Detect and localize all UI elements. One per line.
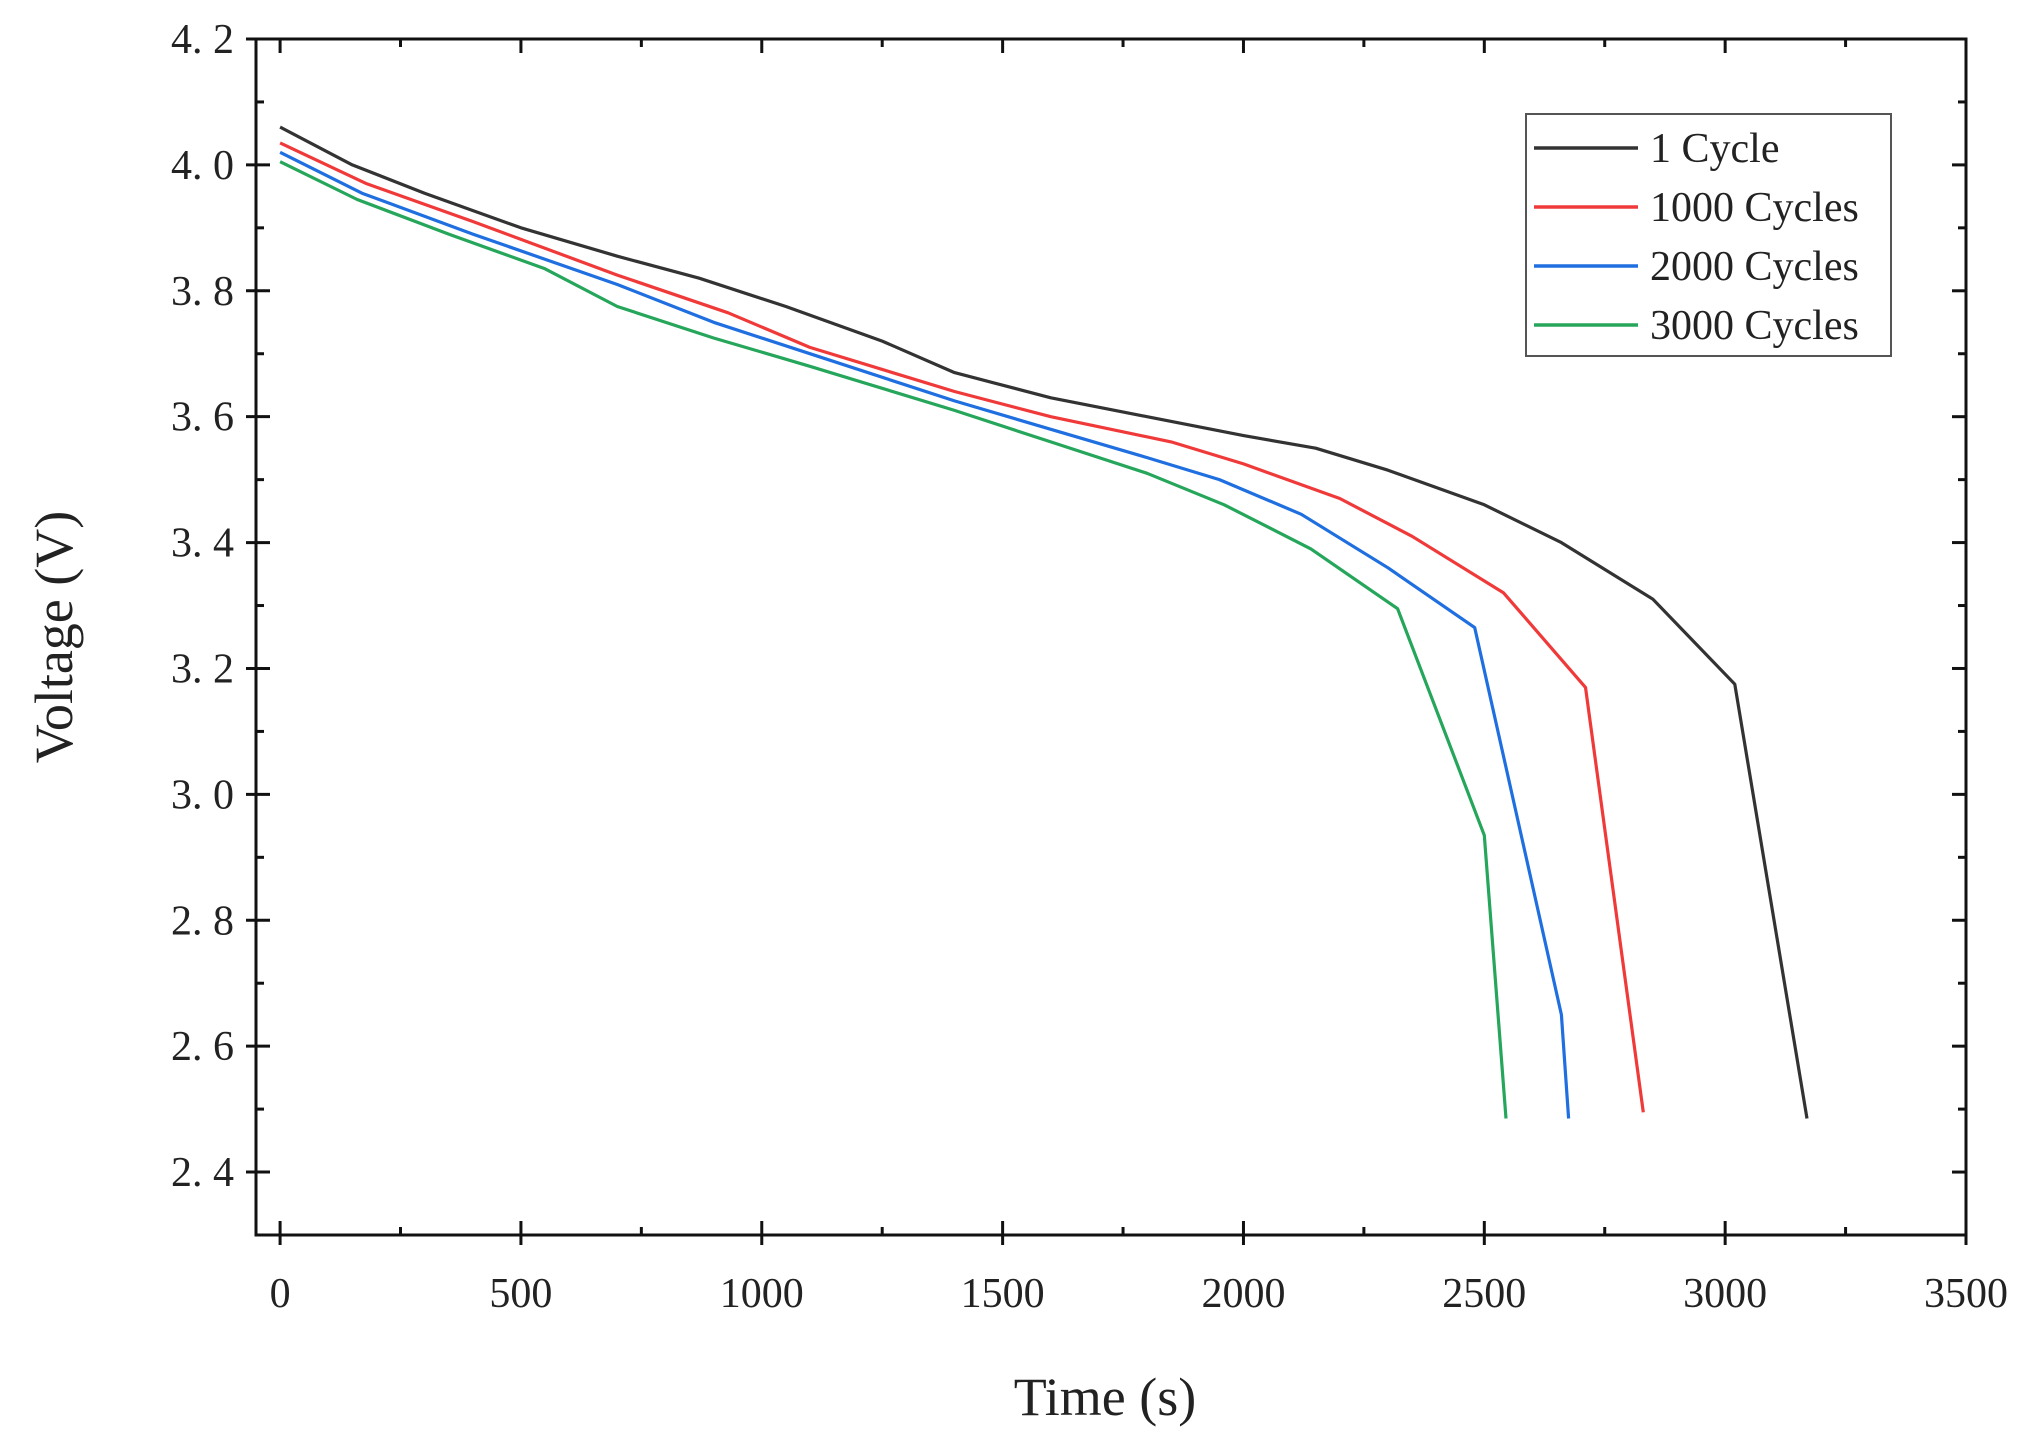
plot-frame (254, 37, 1968, 1237)
series-line-2 (279, 150, 1571, 1119)
x-tick-label: 2500 (1442, 1271, 1526, 1317)
legend-box (1525, 113, 1892, 357)
y-tick-label: 3. 0 (171, 772, 234, 818)
x-tick-label: 1500 (961, 1271, 1045, 1317)
x-tick-label: 2000 (1201, 1271, 1285, 1317)
axis-ticks: 0 500 1000 1500 2000 2500 3000 3500 2. 4 2. 6 2. 8… (171, 17, 2008, 1317)
x-tick-label: 1000 (720, 1271, 804, 1317)
y-tick-label: 4. 0 (171, 143, 234, 189)
y-tick-label: 3. 4 (171, 521, 234, 567)
series-line-3 (279, 160, 1508, 1119)
legend-label: 1000 Cycles (1650, 185, 1859, 231)
legend-label: 1 Cycle (1650, 126, 1779, 172)
x-tick-label: 3500 (1924, 1271, 2008, 1317)
y-tick-label: 2. 8 (171, 898, 234, 944)
y-tick-label: 3. 2 (171, 646, 234, 692)
series-line-1 (279, 141, 1645, 1113)
x-tick-label: 3000 (1683, 1271, 1767, 1317)
y-tick-label: 4. 2 (171, 17, 234, 63)
series-lines (279, 125, 1809, 1119)
series-line-0 (279, 125, 1809, 1119)
legend-label: 3000 Cycles (1650, 303, 1859, 349)
y-tick-label: 2. 4 (171, 1150, 234, 1196)
y-tick-label: 2. 6 (171, 1024, 234, 1070)
x-tick-label: 500 (489, 1271, 552, 1317)
y-tick-label: 3. 8 (171, 269, 234, 315)
legend: 1 Cycle 1000 Cycles 2000 Cycles 3000 Cycles (1525, 113, 1892, 357)
legend-label: 2000 Cycles (1650, 244, 1859, 290)
y-tick-label: 3. 6 (171, 395, 234, 441)
x-axis-title: Time (s) (1014, 1367, 1197, 1427)
x-tick-label: 0 (270, 1271, 291, 1317)
y-axis-title: Voltage (V) (24, 511, 84, 763)
